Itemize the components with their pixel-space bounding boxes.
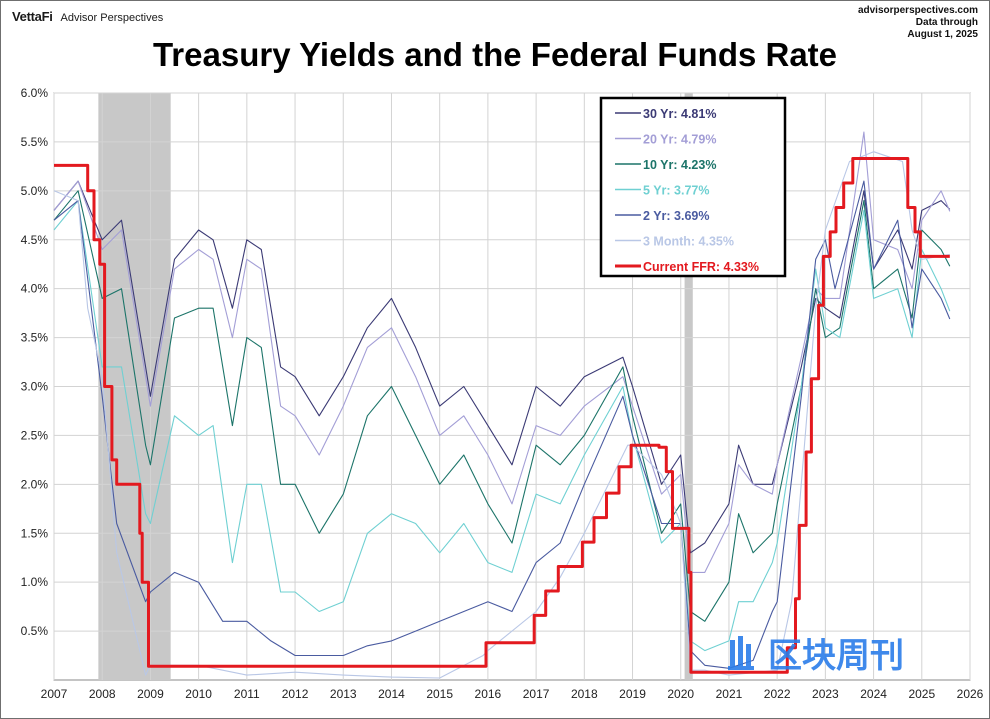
x-tick-label: 2019	[619, 687, 646, 701]
watermark-text: 区块周刊	[768, 636, 904, 676]
series-line-10-yr	[53, 190, 951, 622]
x-tick-label: 2008	[89, 687, 116, 701]
y-tick-label: 3.0%	[21, 380, 49, 394]
x-tick-label: 2020	[667, 687, 694, 701]
legend-label: 2 Yr: 3.69%	[643, 209, 709, 223]
x-tick-label: 2025	[908, 687, 935, 701]
brand: VettaFi Advisor Perspectives	[12, 9, 163, 24]
x-tick-label: 2018	[571, 687, 598, 701]
x-tick-label: 2013	[330, 687, 357, 701]
chart-title: Treasury Yields and the Federal Funds Ra…	[152, 36, 838, 73]
x-tick-label: 2026	[957, 687, 984, 701]
x-tick-label: 2017	[523, 687, 550, 701]
y-tick-label: 5.5%	[21, 135, 49, 149]
bar-logo-icon	[728, 635, 754, 670]
y-tick-label: 1.5%	[21, 526, 49, 540]
y-tick-label: 3.5%	[21, 331, 49, 345]
legend-label: 30 Yr: 4.81%	[643, 107, 716, 121]
brand-logo: VettaFi	[12, 9, 53, 24]
x-tick-label: 2010	[185, 687, 212, 701]
brand-subtitle: Advisor Perspectives	[60, 12, 164, 24]
y-tick-label: 4.0%	[21, 282, 49, 296]
legend-box	[599, 96, 787, 278]
source-date: August 1, 2025	[907, 29, 978, 40]
source-note: advisorperspectives.com Data through Aug…	[858, 5, 978, 41]
x-tick-label: 2014	[378, 687, 405, 701]
x-tick-label: 2022	[764, 687, 791, 701]
x-tick-label: 2007	[41, 687, 68, 701]
source-data-through: Data through	[915, 17, 978, 28]
x-tick-label: 2011	[234, 687, 260, 701]
series-line-3-month	[53, 151, 950, 679]
y-tick-label: 0.5%	[21, 624, 49, 638]
series-line-30-yr	[53, 180, 951, 554]
legend-label: 5 Yr: 3.77%	[643, 184, 709, 198]
x-tick-label: 2015	[426, 687, 453, 701]
legend-label: 3 Month: 4.35%	[643, 235, 734, 249]
y-tick-label: 6.0%	[21, 86, 49, 100]
series-line-5-yr	[53, 200, 951, 652]
x-tick-label: 2023	[812, 687, 839, 701]
y-tick-label: 2.0%	[21, 477, 49, 491]
watermark: 区块周刊	[728, 628, 904, 677]
legend-label: 20 Yr: 4.79%	[643, 133, 716, 147]
legend-label: Current FFR: 4.33%	[643, 260, 759, 274]
y-tick-label: 2.5%	[21, 428, 49, 442]
y-tick-label: 5.0%	[21, 184, 49, 198]
x-tick-label: 2016	[475, 687, 502, 701]
legend-label: 10 Yr: 4.23%	[643, 158, 716, 172]
y-tick-label: 1.0%	[21, 575, 49, 589]
series-line-current-ffr	[54, 157, 950, 674]
y-tick-label: 4.5%	[21, 233, 49, 247]
x-tick-label: 2024	[860, 687, 887, 701]
x-tick-label: 2012	[282, 687, 309, 701]
series-line-20-yr	[53, 131, 951, 573]
series-line-2-yr	[53, 180, 951, 669]
source-site: advisorperspectives.com	[857, 5, 978, 16]
x-tick-label: 2021	[716, 687, 743, 701]
x-tick-label: 2009	[137, 687, 164, 701]
